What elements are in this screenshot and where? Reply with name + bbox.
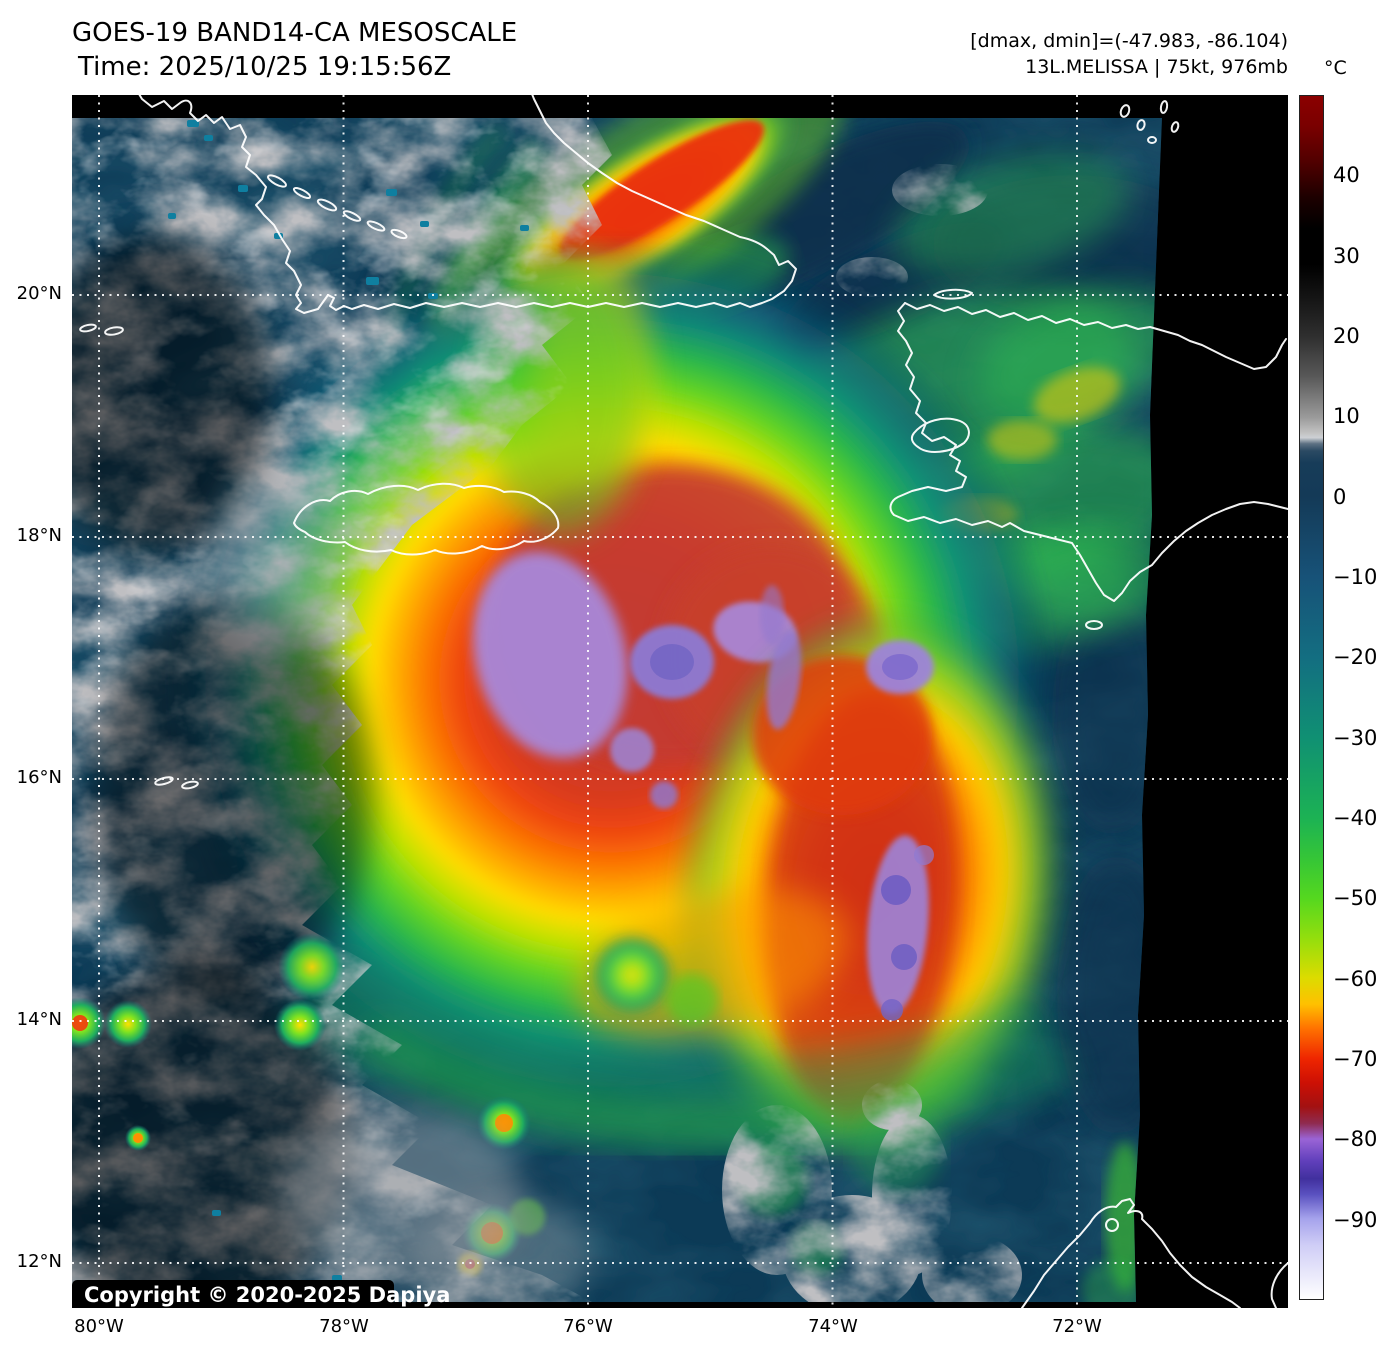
lon-label-72w: 72°W (1052, 1316, 1102, 1337)
annotation-block: [dmax, dmin]=(-47.983, -86.104) 13L.MELI… (970, 28, 1288, 80)
colorbar-tick: −90 (1333, 1208, 1378, 1232)
coastline-far-right (1270, 1262, 1288, 1308)
minmax-readout: [dmax, dmin]=(-47.983, -86.104) (970, 30, 1288, 52)
coastline-hispaniola-north (904, 302, 1287, 370)
lon-label-80w: 80°W (74, 1316, 124, 1337)
colorbar-unit-label: °C (1324, 57, 1347, 79)
coastline-cayman-islands (79, 323, 199, 790)
colorbar-tick: 0 (1333, 485, 1347, 509)
colorbar-tick: −20 (1333, 645, 1378, 669)
coastline-tortue (933, 288, 973, 300)
colorbar-tick: −10 (1333, 565, 1378, 589)
colorbar-tick: 40 (1333, 163, 1360, 187)
coastline-guajira (1021, 1198, 1241, 1308)
colorbar-tick: −40 (1333, 806, 1378, 830)
colorbar-tick: −50 (1333, 886, 1378, 910)
colorbar-tick: 10 (1333, 404, 1360, 428)
satellite-scene: Copyright © 2020-2025 Dapiya (72, 95, 1288, 1308)
lat-label-14n: 14°N (16, 1009, 62, 1030)
temperature-colorbar (1299, 95, 1324, 1300)
lat-label-18n: 18°N (16, 525, 62, 546)
colorbar-tick: 30 (1333, 244, 1360, 268)
colorbar-tick: −70 (1333, 1047, 1378, 1071)
lat-label-16n: 16°N (16, 767, 62, 788)
colorbar-tick: −60 (1333, 967, 1378, 991)
colorbar-tick: 20 (1333, 324, 1360, 348)
satellite-map: Copyright © 2020-2025 Dapiya (72, 95, 1288, 1308)
coastline-jamaica (293, 482, 560, 556)
coastline-cuba (138, 95, 797, 314)
colorbar-tick: −80 (1333, 1127, 1378, 1151)
isolated-cells (72, 933, 346, 1151)
copyright-text: Copyright © 2020-2025 Dapiya (84, 1283, 450, 1307)
cold-pixel-speckles (168, 120, 529, 1281)
colorbar-tick: −30 (1333, 726, 1378, 750)
timestamp: Time: 2025/10/25 19:15:56Z (78, 52, 452, 82)
coastline-turks-caicos (1119, 100, 1180, 144)
lon-label-74w: 74°W (808, 1316, 858, 1337)
coastline-guajira-lagoon (1105, 1218, 1119, 1232)
satellite-data-layer (72, 118, 1162, 1302)
coastlines (79, 95, 1288, 1308)
coastline-gonave (910, 417, 970, 453)
lon-label-78w: 78°W (319, 1316, 369, 1337)
cold-cloud-tops-se (760, 585, 934, 1021)
coastline-cuba-cays (267, 174, 408, 240)
page-title: GOES-19 BAND14-CA MESOSCALE (72, 18, 518, 48)
graticule (72, 95, 1288, 1308)
lat-label-12n: 12°N (16, 1251, 62, 1272)
lat-label-20n: 20°N (16, 283, 62, 304)
coastline-ile-a-vache (1085, 620, 1103, 630)
copyright-badge: Copyright © 2020-2025 Dapiya (72, 1280, 450, 1308)
lon-label-76w: 76°W (563, 1316, 613, 1337)
storm-readout: 13L.MELISSA | 75kt, 976mb (1025, 56, 1288, 78)
